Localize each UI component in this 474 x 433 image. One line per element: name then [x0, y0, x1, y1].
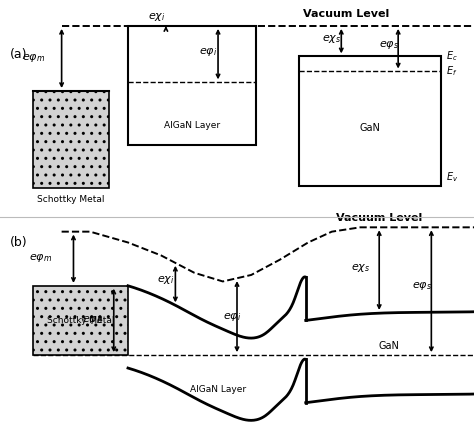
Bar [299, 56, 441, 186]
Text: $e\varphi_m$: $e\varphi_m$ [22, 52, 45, 65]
Text: GaN: GaN [359, 123, 380, 133]
Text: Schottky Metal: Schottky Metal [47, 316, 114, 325]
Text: AlGaN Layer: AlGaN Layer [164, 121, 220, 130]
Text: $e\varphi_i$: $e\varphi_i$ [200, 46, 218, 58]
Bar [33, 91, 109, 188]
Text: Vacuum Level: Vacuum Level [336, 213, 422, 223]
Text: (b): (b) [9, 236, 27, 249]
Text: $e\varphi_i$: $e\varphi_i$ [223, 310, 241, 323]
Text: $e\varphi_s$: $e\varphi_s$ [379, 39, 399, 52]
Text: $e\chi_s$: $e\chi_s$ [351, 262, 370, 275]
Text: $E_v$: $E_v$ [446, 170, 458, 184]
Text: AlGaN Layer: AlGaN Layer [190, 385, 246, 394]
Text: $e\chi_s$: $e\chi_s$ [322, 33, 341, 45]
Text: $E_c$: $E_c$ [446, 49, 457, 63]
Text: $e\varphi_m$: $e\varphi_m$ [29, 252, 52, 264]
Text: $e\varphi_B$: $e\varphi_B$ [82, 314, 103, 326]
Text: Schottky Metal: Schottky Metal [37, 195, 105, 204]
Bar [128, 26, 256, 145]
Text: $e\chi_i$: $e\chi_i$ [157, 274, 174, 286]
Text: Vacuum Level: Vacuum Level [303, 10, 389, 19]
Bar [33, 286, 128, 355]
Text: $e\varphi_s$: $e\varphi_s$ [412, 280, 432, 292]
Text: $e\chi_i$: $e\chi_i$ [148, 11, 165, 23]
Text: (a): (a) [9, 48, 27, 61]
Text: $E_f$: $E_f$ [446, 65, 457, 78]
Text: GaN: GaN [378, 341, 399, 352]
